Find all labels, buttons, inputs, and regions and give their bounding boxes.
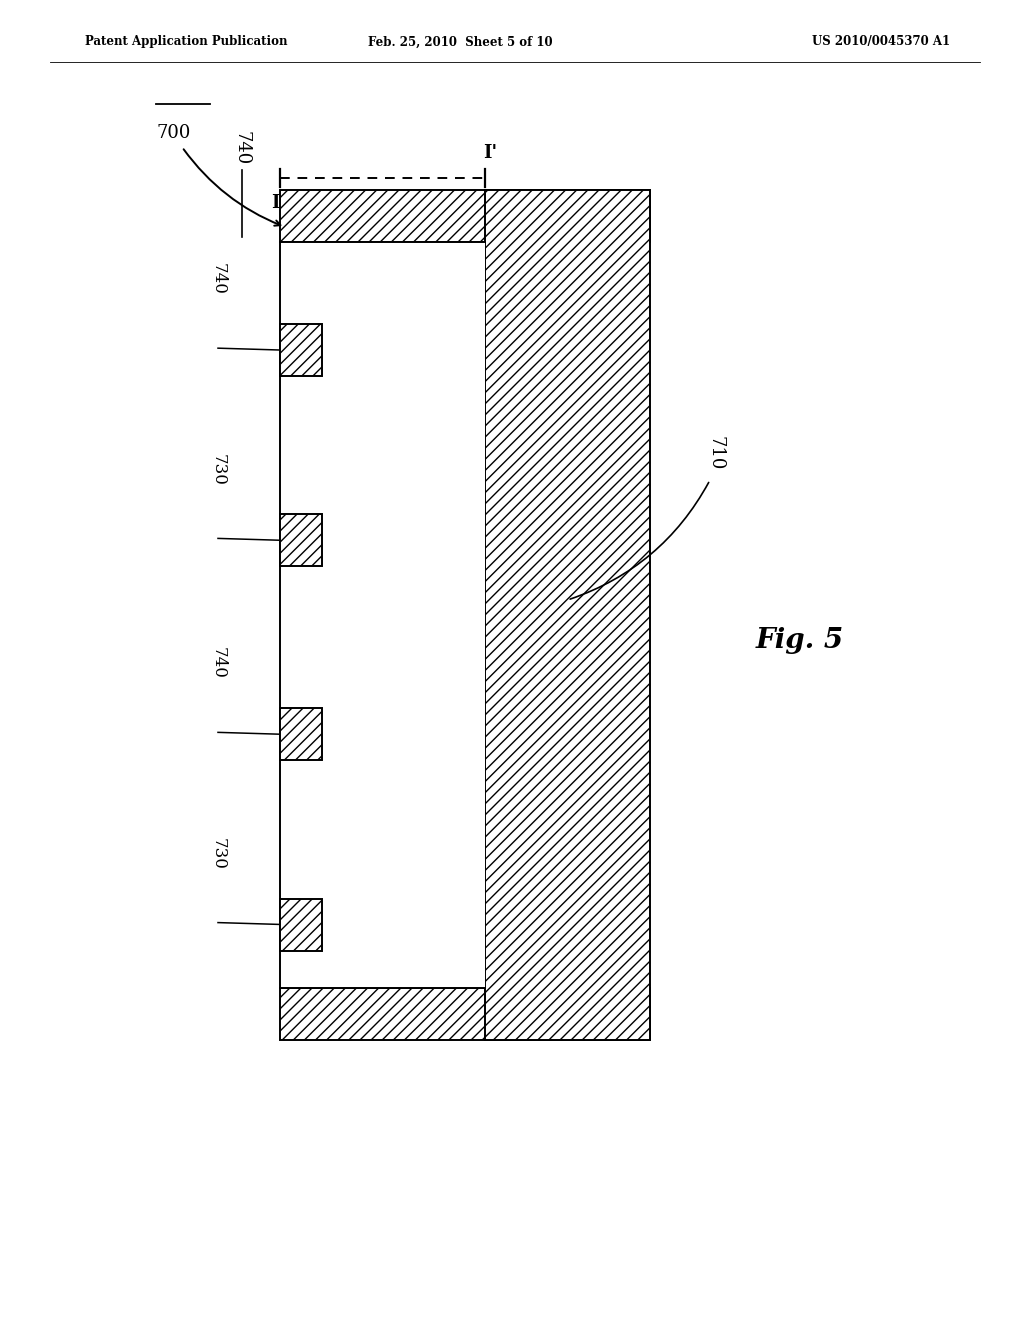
Text: 730: 730 — [210, 838, 226, 870]
Bar — [280, 190, 650, 242]
Bar — [280, 515, 322, 566]
Text: 740: 740 — [210, 648, 226, 680]
Text: Patent Application Publication: Patent Application Publication — [85, 36, 288, 49]
Text: US 2010/0045370 A1: US 2010/0045370 A1 — [812, 36, 950, 49]
Text: I: I — [270, 194, 280, 213]
Text: 740: 740 — [210, 263, 226, 296]
Text: I': I' — [483, 144, 497, 162]
Text: 710: 710 — [706, 436, 724, 470]
Bar — [280, 709, 322, 760]
Text: 740: 740 — [233, 131, 251, 165]
Text: Fig. 5: Fig. 5 — [756, 627, 844, 653]
Text: Feb. 25, 2010  Sheet 5 of 10: Feb. 25, 2010 Sheet 5 of 10 — [368, 36, 552, 49]
Bar — [280, 325, 322, 376]
Bar — [485, 190, 650, 1040]
Bar — [280, 899, 322, 950]
Text: 730: 730 — [210, 454, 226, 486]
Bar — [280, 242, 485, 987]
Text: 700: 700 — [157, 124, 191, 143]
Bar — [280, 987, 650, 1040]
